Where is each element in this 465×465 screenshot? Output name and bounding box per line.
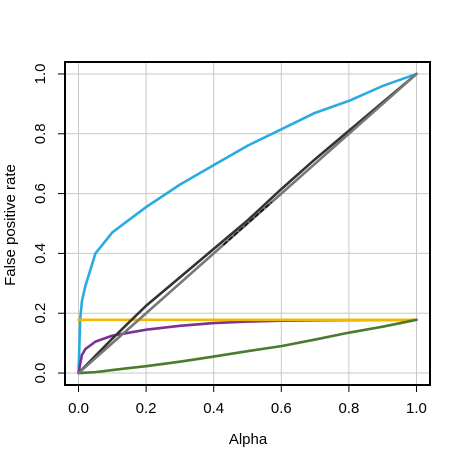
axis-ticks: 0.0 0.2 0.4 0.6 0.8 1.0 0.0 0.2 0.4 0.6 0.8 1.0 xyxy=(32,64,427,417)
x-tick-label: 0.6 xyxy=(271,400,292,417)
series-line-5 xyxy=(77,72,418,375)
y-tick-label: 0.2 xyxy=(32,303,49,324)
y-tick-label: 0.4 xyxy=(32,243,49,264)
x-tick-label: 0.8 xyxy=(338,400,359,417)
y-tick-label: 0.6 xyxy=(32,183,49,204)
y-tick-label: 0.0 xyxy=(32,363,49,384)
grid xyxy=(65,62,430,385)
series-line-4 xyxy=(77,318,418,375)
plot-frame xyxy=(64,61,431,386)
y-axis-title: False positive rate xyxy=(2,164,19,286)
x-tick-label: 0.2 xyxy=(136,400,157,417)
series-lines xyxy=(77,72,418,375)
x-tick-label: 0.0 xyxy=(68,400,89,417)
series-line-1 xyxy=(77,72,418,375)
x-tick-label: 0.4 xyxy=(203,400,224,417)
series-line-7 xyxy=(223,201,272,246)
y-tick-label: 0.8 xyxy=(32,123,49,144)
y-tick-label: 1.0 xyxy=(32,64,49,85)
x-axis-title: Alpha xyxy=(229,431,268,448)
x-tick-label: 1.0 xyxy=(406,400,427,417)
